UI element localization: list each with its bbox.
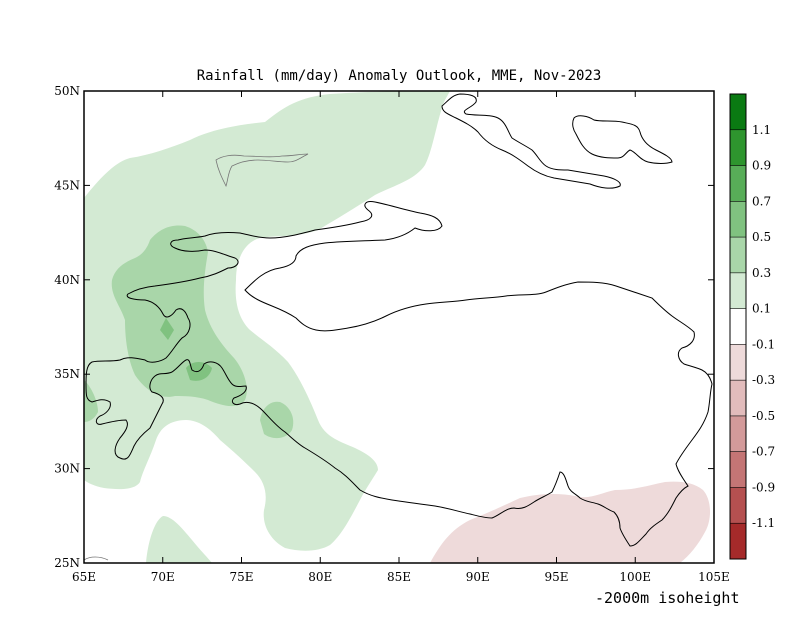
x-tick-label: 95E xyxy=(544,570,568,584)
colorbar-label: -0.5 xyxy=(752,409,775,423)
x-tick-label: 85E xyxy=(387,570,411,584)
x-tick-label: 70E xyxy=(151,570,175,584)
x-tick-label: 65E xyxy=(72,570,96,584)
isoheight-north-east xyxy=(572,115,673,164)
x-tick-label: 75E xyxy=(229,570,253,584)
colorbar-swatch xyxy=(730,380,746,416)
colorbar-label: -0.9 xyxy=(752,480,775,494)
colorbar-frame xyxy=(729,93,747,560)
colorbar-swatch xyxy=(730,308,746,345)
x-tick-label: 80E xyxy=(308,570,332,584)
colorbar-label: 1.1 xyxy=(752,123,771,137)
colorbar-label: 0.3 xyxy=(752,266,771,280)
colorbar-label: 0.7 xyxy=(752,194,771,208)
x-tick-label: 105E xyxy=(698,570,730,584)
anomaly-region-0.5-0.7-a xyxy=(160,318,174,340)
map-area xyxy=(84,91,713,563)
y-tick-label: 45N xyxy=(54,178,80,192)
colorbar-label: -1.1 xyxy=(752,516,775,530)
isoheight-caption: -2000m isoheight xyxy=(595,589,740,607)
colorbar-label: -0.3 xyxy=(752,373,775,387)
colorbar-swatch xyxy=(730,201,746,238)
colorbar-label: 0.5 xyxy=(752,230,771,244)
colorbar-swatch xyxy=(730,344,746,381)
anomaly-region-0.3-0.5-small xyxy=(260,401,294,439)
x-tick-label: 100E xyxy=(619,570,651,584)
chart-title: Rainfall (mm/day) Anomaly Outlook, MME, … xyxy=(197,68,602,84)
colorbar-swatch xyxy=(730,415,746,452)
anomaly-region-0.3-0.5-edge xyxy=(84,380,98,422)
x-tick-label: 90E xyxy=(466,570,490,584)
y-tick-label: 50N xyxy=(54,84,80,98)
isoheight-small-grey xyxy=(215,153,309,188)
colorbar-label: -0.1 xyxy=(752,337,775,351)
colorbar-swatch xyxy=(730,129,746,166)
colorbar-swatch xyxy=(730,487,746,524)
y-tick-label: 25N xyxy=(54,556,80,570)
isoheight-small-bottom xyxy=(84,556,109,561)
colorbar-swatch xyxy=(730,451,746,488)
colorbar-swatch xyxy=(730,523,746,559)
colorbar-label: -0.7 xyxy=(752,445,775,459)
colorbar-swatch xyxy=(730,94,746,130)
anomaly-region-0.1-0.3-south xyxy=(146,516,212,563)
isoheight-tibet xyxy=(85,201,713,547)
axes: 65E 70E 75E 80E 85E 90E 95E 100E 105E 25N 30N 35N 40… xyxy=(54,84,730,584)
isoheight-north xyxy=(441,93,621,189)
colorbar-label: 0.9 xyxy=(752,159,771,173)
y-tick-label: 40N xyxy=(54,273,80,287)
colorbar-swatch xyxy=(730,237,746,273)
y-tick-label: 30N xyxy=(54,462,80,476)
anomaly-region-0.1-0.3 xyxy=(84,91,450,551)
colorbar-swatch xyxy=(730,165,746,202)
y-tick-label: 35N xyxy=(54,367,80,381)
anomaly-region-neg-0.1-0.3 xyxy=(430,481,711,563)
colorbar: 1.1 0.9 0.7 0.5 0.3 0.1 -0.1 -0.3 -0.5 -0.7 -0.9 -1… xyxy=(729,93,775,560)
colorbar-swatch xyxy=(730,272,746,309)
colorbar-label: 0.1 xyxy=(752,302,771,316)
